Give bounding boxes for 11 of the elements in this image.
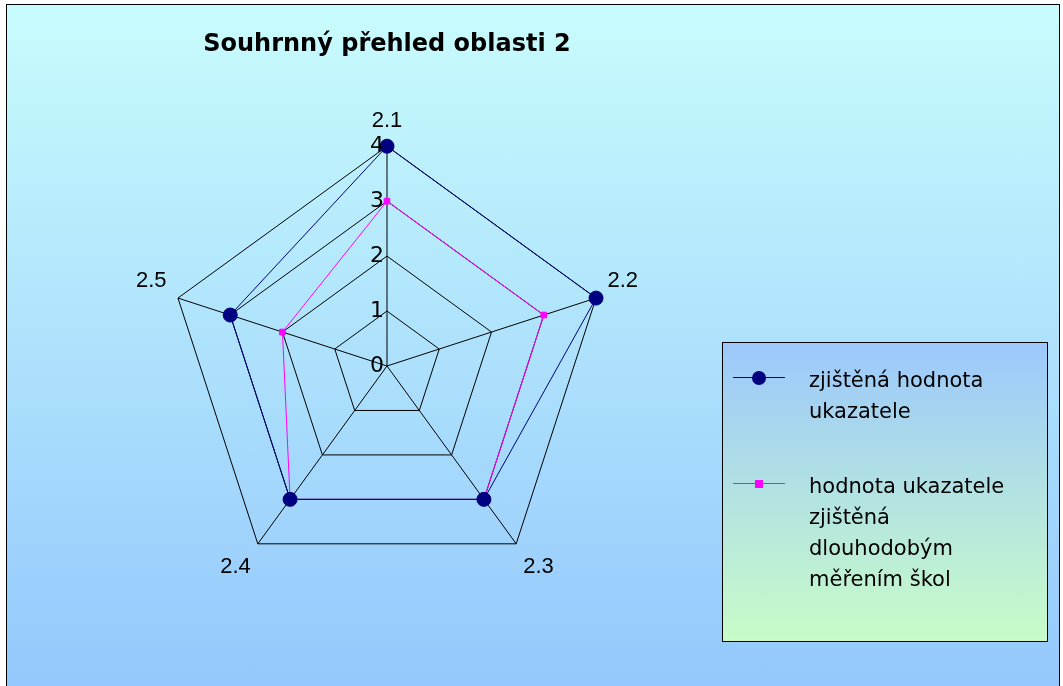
y-tick-label: 1 bbox=[370, 296, 384, 322]
spoke-label: 2.1 bbox=[371, 107, 403, 133]
spoke-label: 2.3 bbox=[523, 552, 554, 578]
y-tick-label: 3 bbox=[370, 186, 384, 212]
y-tick-label: 2 bbox=[370, 241, 384, 267]
spoke-label: 2.4 bbox=[220, 552, 251, 578]
chart-title: Souhrnný přehled oblasti 2 bbox=[203, 28, 571, 57]
spoke-label: 2.5 bbox=[135, 267, 167, 293]
legend-label: hodnota ukazatele zjištěná dlouhodobým měřením škol bbox=[809, 473, 1006, 593]
legend-label: zjištěná hodnota ukazatele bbox=[809, 367, 985, 425]
spoke-label: 2.2 bbox=[607, 267, 639, 293]
